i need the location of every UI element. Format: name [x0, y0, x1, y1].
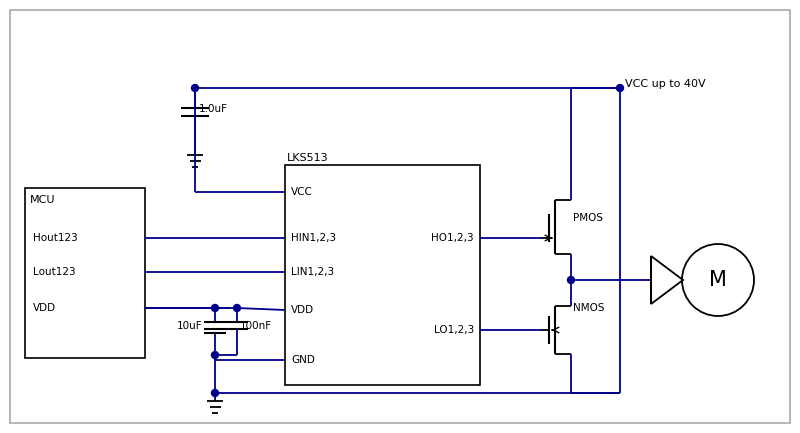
Circle shape [211, 352, 218, 359]
Text: HIN1,2,3: HIN1,2,3 [291, 233, 336, 243]
Bar [285, 165, 480, 385]
Text: HO1,2,3: HO1,2,3 [431, 233, 474, 243]
Text: LO1,2,3: LO1,2,3 [434, 325, 474, 335]
Text: Lout123: Lout123 [33, 267, 76, 277]
Text: GND: GND [291, 355, 315, 365]
Circle shape [567, 277, 574, 284]
Circle shape [191, 84, 198, 91]
Text: LKS513: LKS513 [287, 153, 329, 163]
Text: VDD: VDD [33, 303, 56, 313]
Text: MCU: MCU [30, 195, 55, 205]
Bar [25, 188, 145, 358]
Text: LIN1,2,3: LIN1,2,3 [291, 267, 334, 277]
Text: 100nF: 100nF [240, 321, 272, 331]
Circle shape [234, 304, 241, 311]
Circle shape [211, 390, 218, 397]
Text: VCC: VCC [291, 187, 313, 197]
Circle shape [617, 84, 623, 91]
Text: 1.0uF: 1.0uF [199, 104, 228, 114]
Circle shape [211, 304, 218, 311]
Text: 10uF: 10uF [177, 321, 202, 331]
Text: PMOS: PMOS [573, 213, 603, 223]
Text: VCC up to 40V: VCC up to 40V [625, 79, 706, 89]
Text: M: M [709, 270, 727, 290]
Text: VDD: VDD [291, 305, 314, 315]
Text: Hout123: Hout123 [33, 233, 78, 243]
Text: NMOS: NMOS [573, 303, 605, 313]
